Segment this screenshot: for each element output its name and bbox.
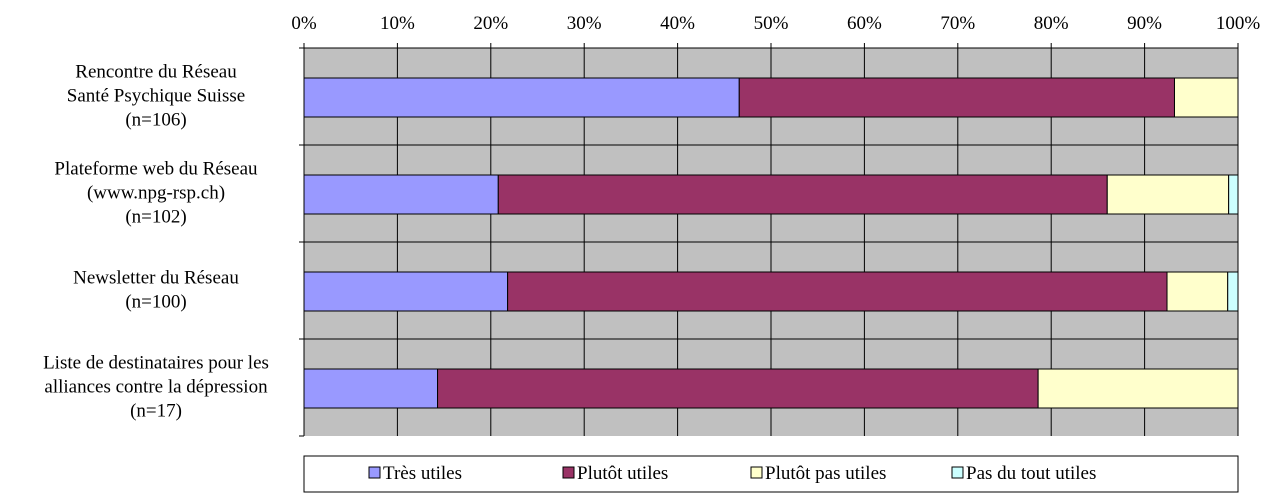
legend-label: Pas du tout utiles: [966, 463, 1096, 484]
category-label-line: (www.npg-rsp.ch): [87, 183, 225, 204]
category-label-line: Rencontre du Réseau: [75, 62, 237, 83]
x-tick-label: 70%: [940, 13, 975, 34]
bar-segment-2: [437, 368, 1039, 409]
bar-segment-3: [1166, 271, 1229, 312]
x-tick-label: 100%: [1216, 13, 1261, 34]
legend-box: [303, 455, 1239, 493]
axes: [299, 43, 1239, 437]
bar-segment-2: [507, 271, 1168, 312]
category-label-line: (n=100): [125, 292, 186, 313]
category-label: Newsletter du Réseau (n=100): [73, 268, 239, 313]
category-label-line: (n=106): [125, 110, 186, 131]
legend-swatch: [951, 466, 964, 479]
bar-segment-1: [303, 368, 439, 409]
category-label-line: (n=17): [130, 401, 182, 422]
category-label-line: alliances contre la dépression: [44, 377, 268, 398]
x-tick-label: 90%: [1127, 13, 1162, 34]
x-tick-label: 80%: [1034, 13, 1069, 34]
x-tick-label: 20%: [473, 13, 508, 34]
legend-swatch: [368, 466, 381, 479]
bar-segment-4: [1227, 271, 1239, 312]
x-tick-label: 30%: [567, 13, 602, 34]
bar-segment-2: [497, 174, 1108, 215]
legend: Très utiles Plutôt utiles Plutôt pas utile…: [303, 455, 1239, 493]
category-label-line: Newsletter du Réseau: [73, 268, 239, 289]
legend-label: Très utiles: [383, 463, 462, 484]
bar-segment-2: [738, 77, 1175, 118]
category-label-line: Plateforme web du Réseau: [54, 159, 258, 180]
x-tick-label: 60%: [847, 13, 882, 34]
bar-segment-1: [303, 77, 740, 118]
x-tick-label: 40%: [660, 13, 695, 34]
x-tick-label: 0%: [291, 13, 317, 34]
bars: [303, 77, 1239, 409]
category-label: Rencontre du Réseau Santé Psychique Suiss…: [67, 62, 245, 131]
legend-label: Plutôt pas utiles: [765, 463, 886, 484]
bar-segment-4: [1228, 174, 1239, 215]
bar-segment-1: [303, 174, 499, 215]
category-label-line: Santé Psychique Suisse: [67, 86, 245, 107]
bar-segment-3: [1037, 368, 1239, 409]
category-label-line: (n=102): [125, 207, 186, 228]
category-labels: Rencontre du Réseau Santé Psychique Suiss…: [43, 62, 269, 422]
x-tick-label: 50%: [754, 13, 789, 34]
bar-segment-3: [1173, 77, 1239, 118]
x-tick-labels: 0% 10% 20% 30% 40% 50% 60% 70% 80% 90% 100%: [291, 13, 1260, 34]
bar-segment-1: [303, 271, 509, 312]
x-tick-label: 10%: [380, 13, 415, 34]
bar-segment-3: [1106, 174, 1230, 215]
category-label-line: Liste de destinataires pour les: [43, 353, 269, 374]
legend-swatch: [750, 466, 763, 479]
category-label: Liste de destinataires pour les alliances…: [43, 353, 269, 422]
legend-swatch: [562, 466, 575, 479]
category-label: Plateforme web du Réseau (www.npg-rsp.ch)…: [54, 159, 258, 228]
legend-label: Plutôt utiles: [577, 463, 668, 484]
